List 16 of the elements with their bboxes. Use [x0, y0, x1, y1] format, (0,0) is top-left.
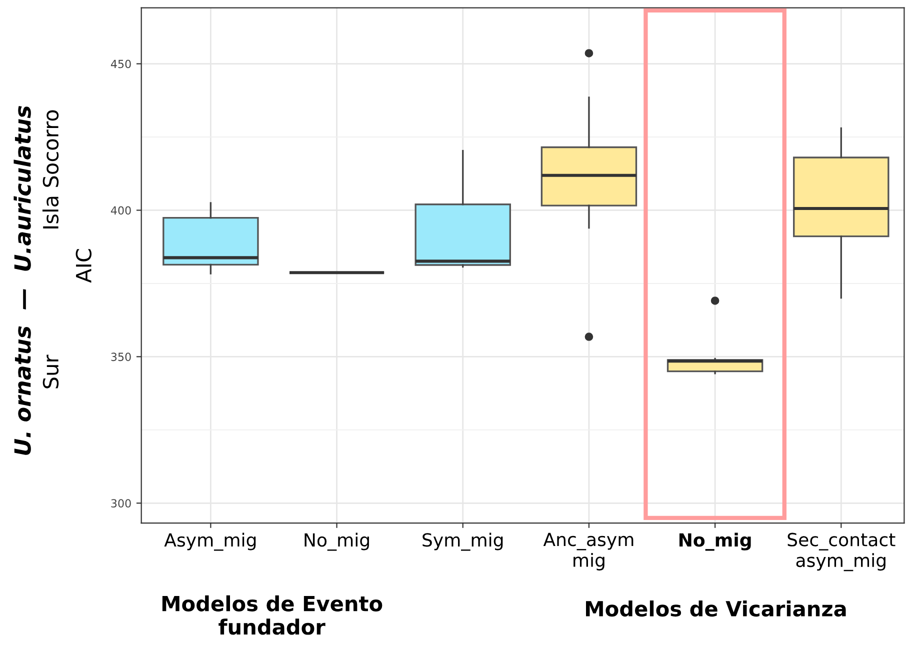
- x-tick-label: Sec_contact asym_mig: [788, 532, 896, 572]
- y-tick-label: 350: [111, 352, 131, 362]
- x-tick-label: Asym_mig: [164, 532, 256, 551]
- text: Sur: [42, 354, 59, 388]
- y-tick-label: 400: [110, 206, 131, 215]
- y-tick-label: 450: [110, 60, 131, 68]
- text: Isla Socorro: [42, 110, 59, 228]
- text: Modelos de Evento fundador: [162, 595, 382, 635]
- x-tick-label: No_mig: [304, 532, 369, 551]
- y-tick-label: 300: [111, 499, 131, 508]
- y-axis-title: AIC: [76, 249, 92, 283]
- x-tick-label: Sym_mig: [422, 532, 503, 551]
- text: U. ornatus — U.auriculatus: [14, 106, 31, 455]
- x-tick-label: Anc_asym mig: [543, 532, 634, 570]
- text: Modelos de Vicarianza: [586, 600, 846, 617]
- x-tick-label: No_mig: [679, 532, 751, 551]
